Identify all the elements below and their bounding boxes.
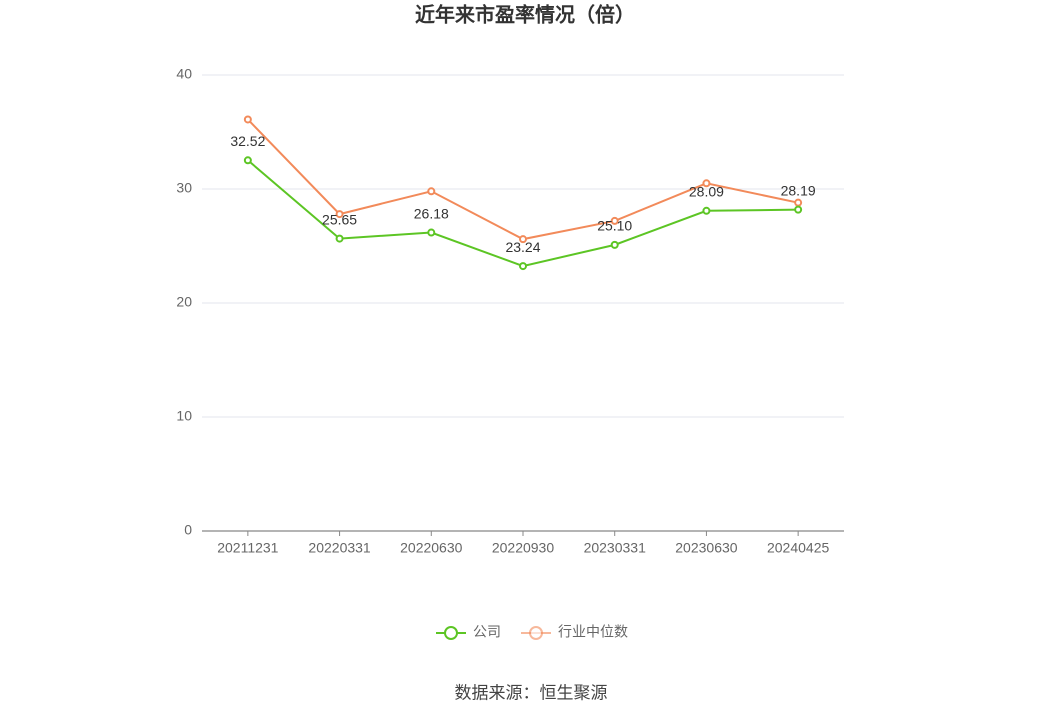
y-tick-label: 10 (176, 408, 192, 424)
data-point (519, 235, 527, 244)
data-label: 28.19 (781, 182, 816, 198)
legend-marker (444, 626, 458, 640)
data-label: 28.09 (689, 183, 724, 199)
data-point (427, 187, 436, 196)
data-point (519, 262, 527, 271)
data-point (335, 234, 344, 243)
x-tick-label: 20230630 (675, 540, 738, 556)
y-tick-label: 0 (184, 522, 192, 538)
x-tick-label: 20230331 (584, 540, 647, 556)
data-label: 23.24 (505, 239, 540, 255)
data-point (243, 156, 252, 165)
y-tick-label: 30 (176, 180, 192, 196)
data-label: 25.10 (597, 218, 632, 234)
data-label: 32.52 (230, 133, 265, 149)
legend-label: 行业中位数 (558, 624, 628, 640)
data-point (794, 198, 803, 207)
source-note: 数据来源：恒生聚源 (455, 683, 608, 702)
data-point (794, 205, 803, 214)
x-tick-label: 20220331 (308, 540, 371, 556)
chart-title: 近年来市盈率情况（倍） (415, 2, 635, 26)
x-tick-label: 20240425 (767, 540, 830, 556)
data-point (243, 115, 252, 124)
data-point (610, 240, 619, 249)
data-point (702, 206, 711, 215)
data-point (702, 179, 711, 188)
y-tick-label: 20 (176, 294, 192, 310)
x-tick-label: 20220630 (400, 540, 463, 556)
data-point (610, 216, 619, 225)
data-label: 26.18 (414, 205, 449, 221)
data-point (427, 228, 436, 237)
data-label: 25.65 (322, 211, 357, 227)
x-tick-label: 20211231 (217, 540, 278, 556)
x-tick-label: 20220930 (492, 540, 555, 556)
legend-marker (529, 626, 543, 640)
data-point (335, 210, 344, 219)
legend-label: 公司 (473, 624, 501, 640)
y-tick-label: 40 (176, 66, 192, 82)
